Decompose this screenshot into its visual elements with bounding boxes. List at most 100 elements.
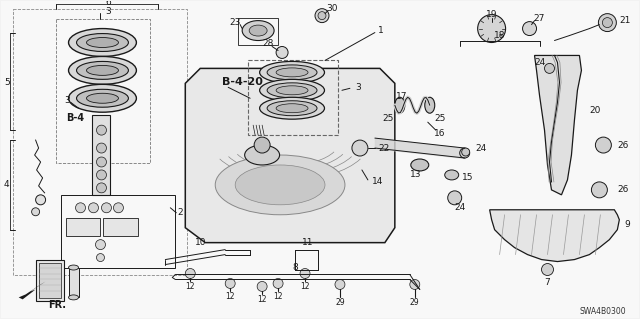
- Bar: [248, 60, 338, 135]
- Bar: [61, 195, 175, 268]
- Ellipse shape: [68, 84, 136, 112]
- Ellipse shape: [77, 33, 129, 51]
- Circle shape: [76, 203, 86, 213]
- Circle shape: [595, 137, 611, 153]
- Ellipse shape: [77, 89, 129, 107]
- Text: 3: 3: [355, 83, 361, 92]
- Text: 27: 27: [534, 14, 545, 23]
- Text: 2: 2: [177, 208, 183, 217]
- Ellipse shape: [425, 97, 435, 113]
- Bar: [36, 260, 63, 301]
- Text: 16: 16: [434, 129, 445, 137]
- Ellipse shape: [267, 83, 317, 98]
- Ellipse shape: [235, 165, 325, 205]
- Text: 20: 20: [589, 106, 601, 115]
- Bar: [13, 9, 188, 276]
- Text: 24: 24: [454, 203, 465, 212]
- Circle shape: [88, 203, 99, 213]
- Bar: [68, 268, 79, 297]
- Ellipse shape: [276, 68, 308, 77]
- Ellipse shape: [395, 97, 405, 113]
- Ellipse shape: [86, 38, 118, 48]
- Text: FR.: FR.: [49, 300, 67, 310]
- Text: B-4: B-4: [67, 113, 84, 123]
- Circle shape: [97, 157, 106, 167]
- Circle shape: [461, 148, 470, 156]
- Ellipse shape: [267, 65, 317, 80]
- Text: 12: 12: [300, 282, 310, 291]
- Text: 3: 3: [106, 7, 111, 16]
- Circle shape: [95, 240, 106, 249]
- Circle shape: [257, 281, 267, 292]
- Ellipse shape: [276, 86, 308, 95]
- Text: B-4-20: B-4-20: [222, 77, 263, 87]
- Text: 9: 9: [625, 220, 630, 229]
- Circle shape: [522, 22, 536, 35]
- Circle shape: [300, 269, 310, 278]
- Bar: [38, 263, 61, 298]
- Text: 18: 18: [494, 31, 506, 40]
- Circle shape: [113, 203, 124, 213]
- Polygon shape: [93, 115, 111, 195]
- Text: 19: 19: [486, 10, 497, 19]
- Text: 5: 5: [4, 78, 10, 87]
- Text: 25: 25: [434, 114, 445, 123]
- Ellipse shape: [244, 145, 280, 165]
- Text: 6: 6: [106, 0, 111, 7]
- Ellipse shape: [445, 170, 459, 180]
- Circle shape: [602, 18, 612, 27]
- Polygon shape: [490, 210, 620, 262]
- Text: 29: 29: [335, 298, 345, 307]
- Ellipse shape: [68, 295, 79, 300]
- Text: 14: 14: [372, 177, 383, 186]
- Circle shape: [31, 208, 40, 216]
- Text: 24: 24: [534, 58, 545, 67]
- Circle shape: [448, 191, 461, 205]
- Bar: [56, 19, 150, 163]
- Text: 13: 13: [410, 170, 422, 179]
- Circle shape: [36, 195, 45, 205]
- Text: 22: 22: [378, 144, 389, 152]
- Text: 24: 24: [476, 144, 487, 152]
- Ellipse shape: [86, 93, 118, 103]
- Text: 30: 30: [326, 4, 338, 13]
- Ellipse shape: [68, 265, 79, 270]
- Text: 26: 26: [618, 141, 628, 150]
- Ellipse shape: [86, 65, 118, 75]
- Circle shape: [276, 47, 288, 58]
- Text: 1: 1: [378, 26, 383, 35]
- Text: 12: 12: [273, 292, 283, 301]
- Ellipse shape: [215, 155, 345, 215]
- Ellipse shape: [77, 62, 129, 79]
- Text: 7: 7: [545, 278, 550, 287]
- Circle shape: [97, 125, 106, 135]
- Text: 11: 11: [302, 238, 314, 247]
- Text: 23: 23: [230, 18, 241, 27]
- Circle shape: [335, 279, 345, 289]
- Circle shape: [273, 278, 283, 288]
- Circle shape: [591, 182, 607, 198]
- Circle shape: [102, 203, 111, 213]
- Circle shape: [186, 269, 195, 278]
- Text: SWA4B0300: SWA4B0300: [579, 307, 626, 316]
- Ellipse shape: [267, 101, 317, 116]
- Circle shape: [545, 63, 554, 73]
- Ellipse shape: [460, 148, 470, 158]
- Circle shape: [97, 170, 106, 180]
- Ellipse shape: [260, 62, 324, 83]
- Bar: [65, 218, 100, 236]
- Circle shape: [254, 137, 270, 153]
- Ellipse shape: [249, 25, 267, 36]
- Text: 17: 17: [396, 92, 408, 101]
- Circle shape: [541, 263, 554, 276]
- Ellipse shape: [411, 159, 429, 171]
- Ellipse shape: [68, 29, 136, 56]
- Text: 12: 12: [257, 295, 267, 304]
- Text: 15: 15: [461, 174, 473, 182]
- Circle shape: [97, 143, 106, 153]
- Circle shape: [97, 183, 106, 193]
- Text: 21: 21: [620, 16, 631, 25]
- Text: 12: 12: [225, 292, 235, 301]
- Ellipse shape: [260, 79, 324, 101]
- Ellipse shape: [260, 97, 324, 119]
